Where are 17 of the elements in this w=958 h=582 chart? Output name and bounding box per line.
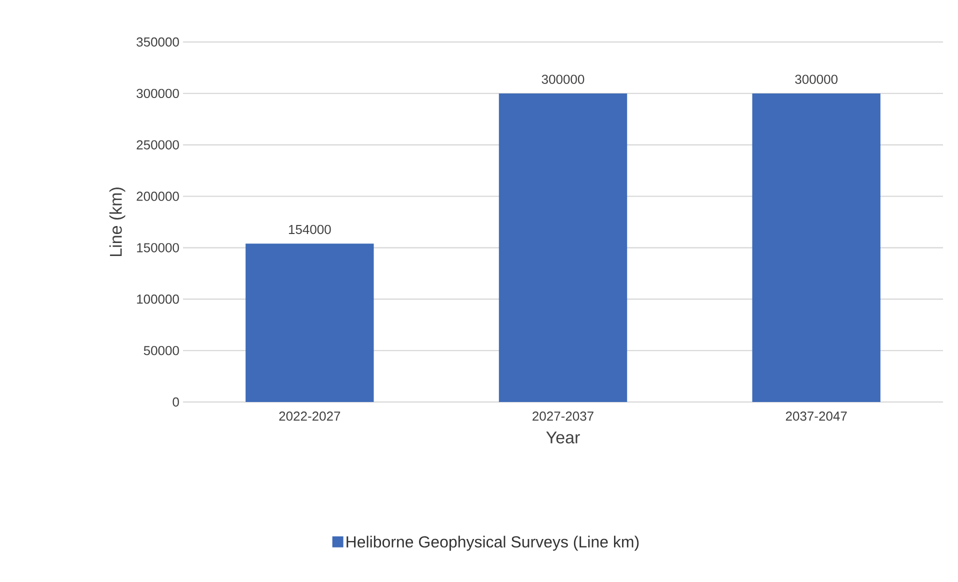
y-tick-label: 300000 [136, 88, 179, 98]
x-tick-label: 2037-2047 [786, 412, 847, 421]
data-label: 154000 [288, 224, 331, 234]
y-tick-label: 50000 [144, 346, 179, 356]
y-tick-label: 150000 [137, 243, 179, 252]
y-tick-label: 100000 [137, 294, 179, 304]
data-label: 300000 [542, 74, 584, 84]
y-tick-label: 200000 [136, 192, 179, 201]
y-tick-label: 350000 [136, 37, 179, 47]
legend-label: Heliborne Geophysical Surveys (Line km) [346, 536, 639, 551]
y-tick-label: 250000 [136, 140, 179, 150]
x-axis-title: Year [546, 432, 580, 444]
y-tick-label: 0 [172, 397, 179, 407]
x-tick-label: 2027-2037 [532, 412, 594, 421]
y-axis-title: Line (km) [109, 188, 126, 256]
x-tick-label: 2022-2027 [279, 412, 340, 421]
data-label: 300000 [795, 74, 838, 84]
